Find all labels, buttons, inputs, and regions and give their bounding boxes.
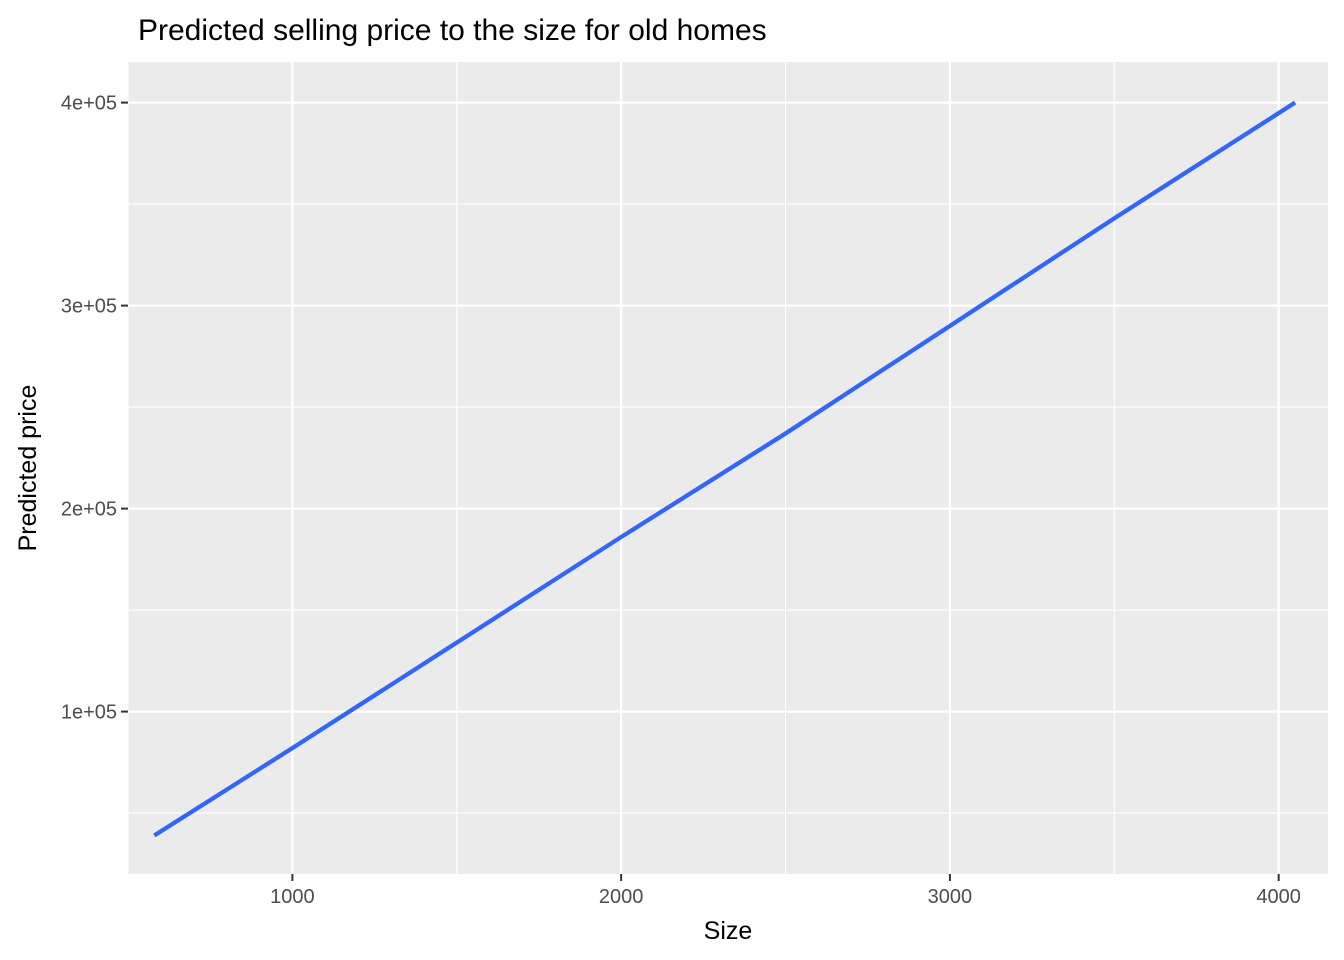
major-gridlines — [128, 62, 1328, 874]
x-tick-label: 2000 — [599, 886, 644, 908]
y-tick-label: 1e+05 — [61, 702, 117, 724]
series-layer — [153, 100, 1297, 838]
y-tick-label: 2e+05 — [61, 499, 117, 521]
x-tick-label: 4000 — [1256, 886, 1301, 908]
y-axis-title: Predicted price — [14, 385, 42, 552]
minor-gridlines — [127, 62, 1328, 874]
x-axis-title: Size — [704, 917, 753, 945]
x-tick-label: 3000 — [928, 886, 973, 908]
y-tick-label: 3e+05 — [61, 296, 117, 318]
y-axis-ticks: 1e+05 2e+05 3e+05 4e+05 — [61, 93, 128, 724]
series-line — [153, 100, 1297, 838]
x-tick-label: 1000 — [270, 886, 315, 908]
chart-title: Predicted selling price to the size for … — [138, 14, 767, 47]
y-tick-label: 4e+05 — [61, 93, 117, 115]
x-axis-ticks: 1000 2000 3000 4000 — [270, 874, 1301, 908]
